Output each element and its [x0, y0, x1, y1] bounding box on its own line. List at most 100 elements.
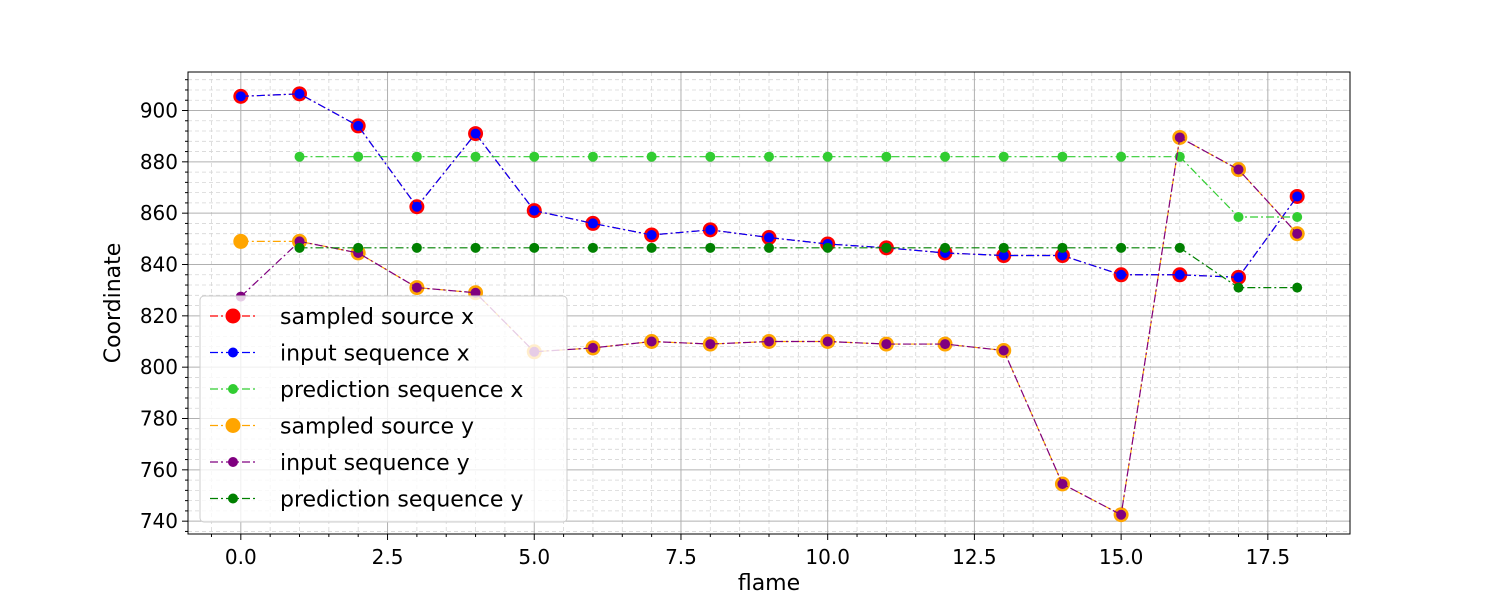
y-tick-label: 860: [140, 201, 178, 225]
data-point: [353, 120, 364, 131]
data-point: [705, 151, 716, 162]
data-point: [940, 242, 951, 253]
y-tick-label: 880: [140, 150, 178, 174]
y-tick-label: 820: [140, 304, 178, 328]
y-tick-label: 840: [140, 253, 178, 277]
series-prediction-sequence-y: [294, 242, 1303, 293]
data-point: [1233, 164, 1244, 175]
legend-entry: sampled source y: [210, 415, 474, 440]
data-point: [646, 151, 657, 162]
data-point: [764, 336, 774, 347]
data-point: [646, 242, 657, 253]
data-point: [470, 128, 481, 139]
data-point: [998, 151, 1009, 162]
data-point: [646, 336, 657, 347]
data-point: [822, 242, 833, 253]
legend-label: sampled source y: [280, 415, 474, 440]
y-tick-label: 760: [140, 458, 178, 482]
data-point: [1174, 132, 1185, 143]
data-point: [587, 151, 598, 162]
data-point: [233, 233, 249, 249]
data-point: [998, 345, 1009, 356]
x-tick-label: 15.0: [1099, 545, 1144, 569]
data-point: [764, 232, 774, 243]
data-point: [646, 229, 657, 240]
legend-marker: [228, 457, 238, 467]
legend-entry: prediction sequence x: [210, 378, 523, 403]
data-point: [822, 151, 833, 162]
data-point: [294, 242, 305, 253]
legend-label: sampled source x: [280, 305, 474, 330]
data-point: [1116, 509, 1127, 520]
y-tick-label: 900: [140, 99, 178, 123]
data-point: [529, 242, 540, 253]
data-point: [764, 242, 774, 253]
data-point: [411, 282, 422, 293]
data-point: [881, 339, 892, 350]
data-point: [1116, 151, 1127, 162]
legend-label: input sequence x: [280, 342, 470, 367]
legend-entry: prediction sequence y: [210, 488, 523, 513]
data-point: [881, 242, 892, 253]
data-point: [411, 242, 422, 253]
data-point: [705, 339, 716, 350]
data-point: [705, 242, 716, 253]
legend-marker: [228, 347, 238, 358]
data-point: [998, 242, 1009, 253]
data-point: [1292, 212, 1303, 223]
data-point: [1233, 212, 1244, 223]
legend-label: prediction sequence y: [280, 488, 523, 513]
x-tick-label: 0.0: [225, 545, 257, 569]
data-point: [940, 151, 951, 162]
x-tick-label: 10.0: [805, 545, 850, 569]
legend-marker: [225, 418, 241, 433]
data-point: [470, 287, 481, 298]
data-point: [998, 250, 1009, 261]
data-point: [294, 151, 305, 162]
data-point: [1057, 151, 1068, 162]
data-point: [1233, 272, 1244, 283]
series-line: [299, 156, 1298, 218]
data-point: [1057, 478, 1068, 489]
data-point: [529, 151, 540, 162]
legend: sampled source x input sequence x predicti…: [199, 295, 568, 523]
data-point: [294, 88, 305, 99]
data-point: [235, 91, 246, 102]
data-point: [470, 242, 481, 253]
data-point: [1292, 282, 1303, 293]
data-point: [764, 151, 774, 162]
legend-box: [199, 295, 568, 523]
data-point: [587, 242, 598, 253]
series-prediction-sequence-x: [294, 151, 1303, 223]
x-tick-label: 17.5: [1246, 545, 1291, 569]
data-point: [1057, 242, 1068, 253]
legend-marker: [225, 308, 241, 324]
x-tick-label: 7.5: [665, 545, 697, 569]
y-tick-label: 740: [140, 509, 178, 533]
data-point: [1174, 269, 1185, 280]
x-tick-label: 12.5: [952, 545, 997, 569]
legend-marker: [228, 493, 238, 504]
data-point: [881, 151, 892, 162]
x-tick-label: 2.5: [372, 545, 404, 569]
data-point: [1057, 250, 1068, 261]
data-point: [470, 151, 481, 162]
legend-entry: input sequence y: [210, 451, 470, 476]
legend-label: input sequence y: [280, 451, 470, 476]
y-tick-label: 780: [140, 407, 178, 431]
data-point: [1292, 191, 1303, 202]
data-point: [529, 205, 540, 216]
series-input-sequence-y: [235, 132, 1303, 520]
data-point: [1116, 242, 1127, 253]
legend-marker: [228, 384, 238, 394]
legend-entry: input sequence x: [210, 342, 470, 367]
data-point: [1292, 228, 1303, 239]
data-point: [705, 224, 716, 235]
y-tick-label: 800: [140, 355, 178, 379]
data-point: [940, 339, 951, 350]
data-point: [1233, 282, 1244, 293]
x-axis-title: flame: [738, 571, 800, 596]
legend-entry: sampled source x: [210, 305, 474, 330]
data-point: [587, 342, 598, 353]
data-point: [587, 218, 598, 229]
